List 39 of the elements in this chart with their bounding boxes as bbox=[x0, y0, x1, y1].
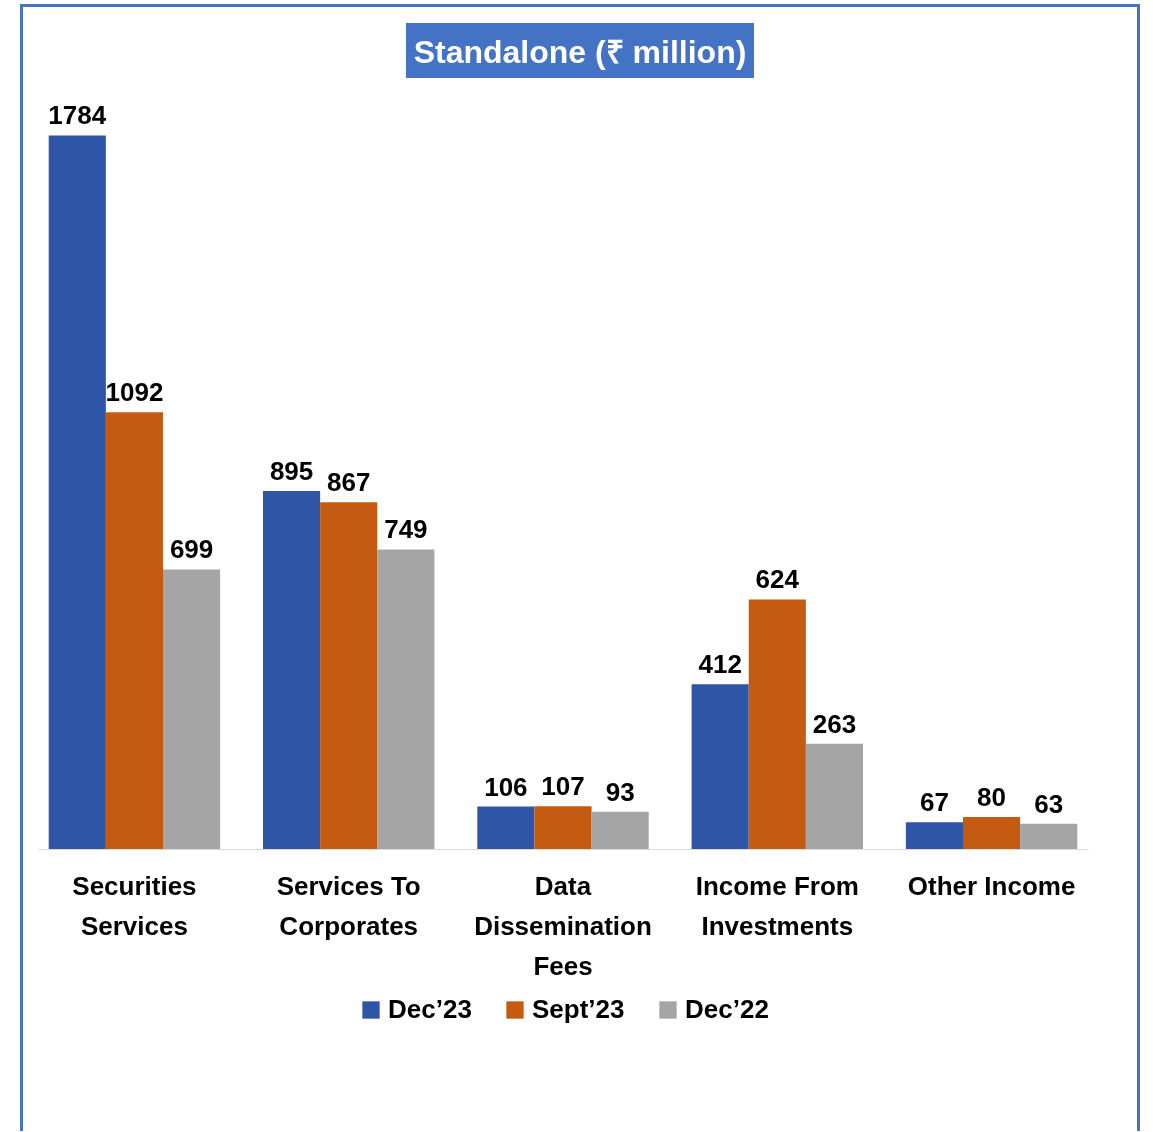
data-label: 106 bbox=[484, 771, 528, 802]
data-label: 1092 bbox=[105, 377, 164, 408]
bar bbox=[163, 569, 221, 849]
bar bbox=[477, 806, 535, 849]
data-label: 624 bbox=[755, 564, 800, 595]
data-label: 107 bbox=[541, 771, 585, 802]
data-label: 867 bbox=[327, 467, 371, 498]
data-label: 1784 bbox=[48, 100, 107, 131]
bar bbox=[748, 599, 806, 849]
data-label: 80 bbox=[977, 782, 1007, 812]
bar bbox=[48, 135, 106, 849]
bar bbox=[591, 811, 649, 849]
data-label: 412 bbox=[698, 649, 742, 680]
data-label: 63 bbox=[1034, 788, 1064, 819]
bar bbox=[1020, 823, 1078, 849]
bar bbox=[805, 743, 863, 849]
data-label: 749 bbox=[384, 514, 428, 545]
data-label: 895 bbox=[269, 456, 314, 486]
x-tick-label: Other Income bbox=[907, 870, 1076, 901]
x-tick-label: Services To Corporates bbox=[276, 870, 421, 941]
bar bbox=[320, 502, 378, 849]
chart-title: Standalone (₹ million) bbox=[405, 23, 755, 78]
data-label: 263 bbox=[812, 708, 857, 739]
data-label: 699 bbox=[169, 534, 214, 565]
bar bbox=[905, 822, 963, 849]
bar bbox=[691, 684, 749, 849]
x-tick-label: Income From Investments bbox=[695, 870, 859, 941]
x-tick-label: Securities Services bbox=[72, 870, 197, 941]
legend-label: Dec’23 bbox=[388, 994, 472, 1024]
data-label: 67 bbox=[919, 787, 949, 818]
bar bbox=[377, 549, 435, 849]
bar bbox=[105, 412, 163, 849]
bar bbox=[263, 491, 321, 849]
data-label: 93 bbox=[605, 776, 635, 807]
legend-label: Sept’23 bbox=[532, 994, 625, 1024]
x-tick-label: Data Dissemination Fees bbox=[474, 870, 652, 981]
bar bbox=[534, 806, 592, 849]
bar bbox=[963, 817, 1021, 849]
legend-label: Dec’22 bbox=[685, 994, 769, 1024]
